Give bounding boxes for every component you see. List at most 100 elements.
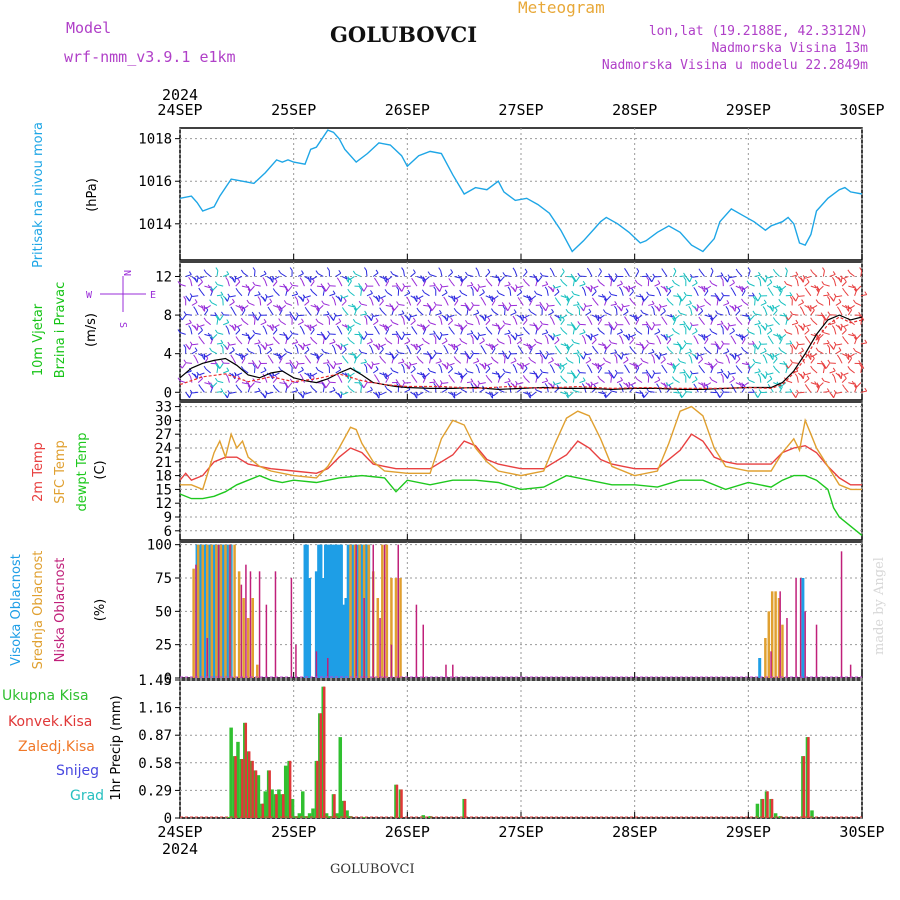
wind-barb-tick (796, 389, 800, 394)
wind-barb (562, 281, 568, 287)
wind-barb (723, 351, 730, 355)
wind-barb (298, 314, 305, 317)
wind-barb-tick (717, 297, 721, 302)
wind-barb-tick (545, 281, 549, 285)
wind-barb (191, 301, 198, 306)
wind-barb (204, 333, 211, 337)
wind-barb-tick (352, 367, 356, 371)
wind-barb (418, 310, 424, 316)
wind-barb-tick (800, 375, 804, 380)
wind-barb-tick (376, 298, 380, 303)
wind-barb-tick (272, 384, 276, 389)
wind-barb-tick (646, 339, 650, 344)
wind-barb (729, 282, 735, 287)
precip-bar (256, 775, 261, 818)
wind-barb-tick (772, 365, 776, 370)
wind-barb-tick (833, 389, 837, 394)
wind-barb-tick (343, 297, 347, 302)
wind-barb (754, 322, 761, 326)
wind-barb (592, 333, 599, 338)
wind-barb-tick (269, 298, 273, 303)
wind-barb-tick (576, 301, 580, 305)
wind-barb-tick (838, 327, 842, 331)
wind-barb (191, 350, 198, 355)
wind-barb (445, 348, 449, 354)
wind-barb (435, 352, 443, 355)
wind-barb-tick (488, 343, 492, 347)
wind-barb-tick (377, 295, 381, 299)
wind-barb-tick (368, 365, 372, 370)
precip-y-tick-label: 1.16 (138, 701, 172, 717)
precip-bar (362, 817, 366, 818)
wind-barb-tick (526, 342, 530, 347)
wind-barb (322, 386, 325, 393)
wind-barb (716, 371, 724, 374)
wind-barb (848, 333, 855, 337)
wind-barb-tick (375, 269, 379, 274)
wind-barb-tick (715, 310, 718, 314)
wind-barb (554, 382, 561, 385)
wind-barb-tick (220, 296, 224, 300)
wind-barb-tick (614, 301, 618, 305)
wind-barb (566, 275, 574, 278)
wind-barb-tick (323, 287, 327, 292)
wind-barb-tick (321, 300, 325, 305)
wind-barb-tick (344, 372, 348, 376)
wind-barb (788, 363, 793, 369)
wind-barb-tick (326, 315, 330, 320)
wind-barb-tick (858, 311, 862, 316)
wind-barb (651, 324, 656, 331)
wind-barb-tick (476, 357, 480, 362)
wind-barb (541, 283, 548, 287)
wind-barb-tick (285, 288, 289, 292)
wind-barb-tick (795, 271, 799, 276)
wind-barb (606, 343, 612, 349)
wind-barb (491, 372, 498, 375)
cloud-bar (219, 544, 223, 678)
wind-barb-tick (522, 278, 526, 283)
wind-barb-tick (694, 279, 698, 284)
wind-barb (504, 357, 506, 364)
wind-barb-tick (621, 351, 625, 356)
wind-barb-tick (364, 331, 368, 335)
wind-barb-tick (426, 302, 430, 307)
wind-barb (732, 338, 737, 345)
cloud-bar (390, 644, 393, 678)
wind-barb (567, 311, 574, 316)
wind-barb (575, 324, 580, 330)
wind-barb-tick (429, 307, 433, 312)
lonlat-text: lon,lat (19.2188E, 42.3312N) (648, 24, 868, 39)
x-year-top: 2024 (162, 86, 198, 104)
wind-barb-tick (587, 286, 591, 291)
wind-barb-tick (302, 294, 306, 298)
wind-barb (316, 333, 323, 336)
precip-bar (288, 760, 292, 818)
wind-barb-tick (326, 363, 330, 368)
wind-barb-tick (487, 365, 491, 369)
wind-barb (679, 312, 686, 316)
wind-barb-tick (485, 278, 489, 282)
wind-barb (379, 300, 384, 306)
wind-barb-tick (309, 372, 313, 377)
wind-barb-tick (220, 291, 224, 296)
wind-barb (440, 318, 443, 325)
wind-barb-tick (220, 388, 224, 392)
wind-barb-tick (475, 267, 479, 271)
x-year-bottom: 2024 (162, 840, 198, 858)
wind-barb (536, 341, 543, 345)
wind-barb (773, 285, 780, 289)
x-tick-bottom-27sep: 27SEP (498, 823, 543, 841)
wind-barb (360, 361, 367, 364)
wind-barb-tick (570, 322, 574, 326)
wind-barb-tick (427, 271, 431, 275)
wind-barb-tick (603, 394, 607, 399)
wind-barb (766, 282, 773, 287)
wind-barb-tick (194, 327, 198, 331)
wind-barb (403, 270, 405, 277)
cloud-bar (217, 544, 220, 678)
wind-barb (205, 353, 211, 358)
wind-barb (663, 367, 668, 374)
wind-barb (849, 305, 855, 310)
wind-barb (524, 378, 530, 383)
model-label: Model (66, 19, 112, 37)
